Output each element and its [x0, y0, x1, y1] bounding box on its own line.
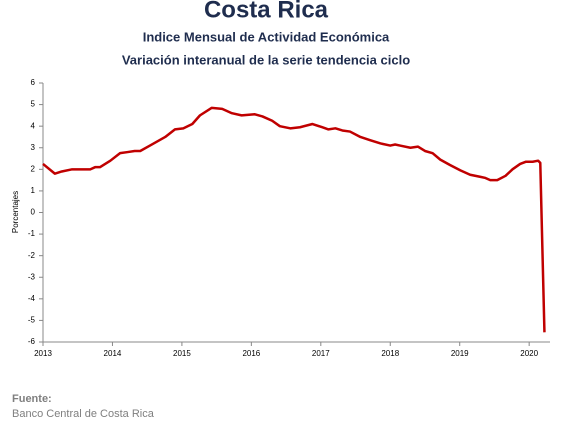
chart-subtitle: Indice Mensual de Actividad Económica [143, 29, 390, 44]
y-axis-label: Porcentajes [11, 191, 20, 233]
x-tick-label: 2020 [520, 349, 538, 358]
x-tick-label: 2019 [451, 349, 469, 358]
x-tick-label: 2018 [381, 349, 399, 358]
chart-subtitle: Variación interanual de la serie tendenc… [122, 52, 410, 67]
y-tick-label: 5 [31, 100, 36, 109]
y-tick-label: 1 [31, 186, 36, 195]
y-tick-label: 3 [31, 143, 36, 152]
source-label: Fuente: [12, 393, 52, 405]
chart-title: Costa Rica [204, 0, 329, 23]
x-tick-label: 2014 [104, 349, 122, 358]
y-tick-label: -5 [28, 316, 36, 325]
x-tick-label: 2016 [242, 349, 260, 358]
line-series [42, 106, 546, 333]
y-tick-label: -1 [28, 229, 36, 238]
x-tick-label: 2015 [173, 349, 191, 358]
y-tick-label: 4 [31, 121, 36, 130]
y-tick-label: -3 [28, 272, 36, 281]
x-tick-label: 2013 [34, 349, 52, 358]
x-tick-label: 2017 [312, 349, 330, 358]
y-tick-label: -2 [28, 251, 36, 260]
y-tick-label: 2 [31, 164, 36, 173]
y-tick-label: -6 [28, 337, 36, 346]
y-tick-label: 6 [31, 78, 36, 87]
source: Banco Central de Costa Rica [12, 408, 155, 420]
y-tick-label: -4 [28, 294, 36, 303]
y-tick-label: 0 [31, 208, 36, 217]
